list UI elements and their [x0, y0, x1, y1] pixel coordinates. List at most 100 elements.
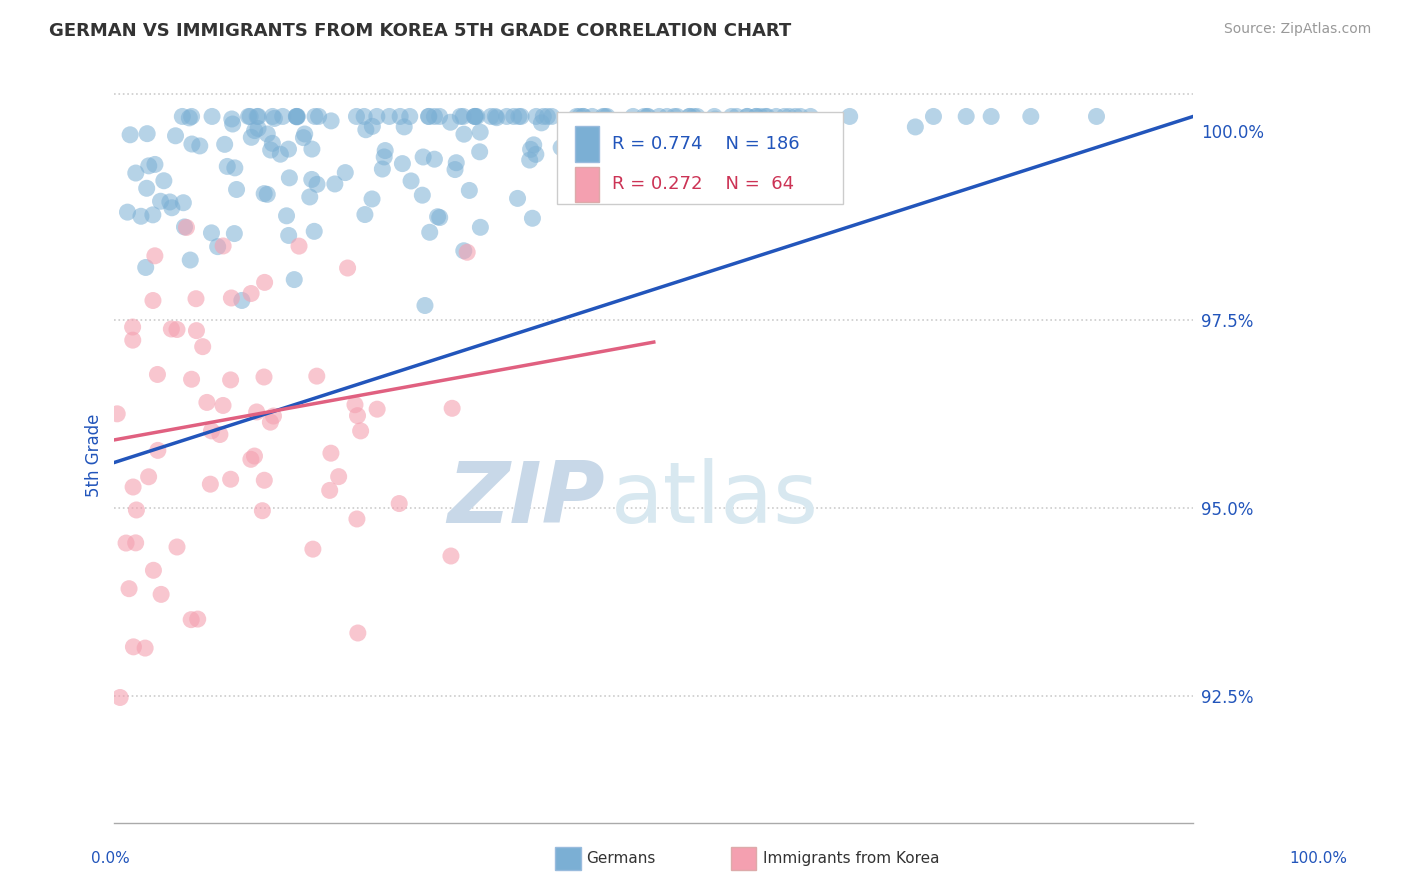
- Point: [217, 160, 239, 174]
- Point: [240, 286, 263, 301]
- Point: [172, 195, 194, 210]
- Text: atlas: atlas: [610, 458, 818, 541]
- Point: [328, 469, 350, 483]
- Point: [648, 110, 671, 124]
- Point: [550, 140, 572, 154]
- Point: [135, 260, 157, 275]
- Point: [269, 147, 291, 161]
- Point: [200, 424, 222, 438]
- Point: [508, 110, 530, 124]
- Point: [980, 110, 1002, 124]
- Point: [240, 130, 263, 145]
- Point: [153, 174, 176, 188]
- Point: [391, 156, 413, 170]
- Point: [725, 110, 748, 124]
- Point: [429, 110, 451, 124]
- Point: [922, 110, 945, 124]
- Point: [262, 110, 284, 124]
- Point: [411, 188, 433, 202]
- Point: [243, 449, 266, 463]
- Point: [165, 128, 187, 143]
- Text: 0.0%: 0.0%: [91, 851, 131, 865]
- Point: [423, 110, 446, 124]
- Point: [506, 191, 529, 205]
- Y-axis label: 5th Grade: 5th Grade: [86, 413, 103, 497]
- Point: [704, 152, 727, 166]
- Point: [142, 208, 165, 222]
- Point: [470, 125, 492, 139]
- Point: [212, 239, 235, 253]
- Point: [366, 110, 388, 124]
- Point: [285, 110, 308, 124]
- Text: 100.0%: 100.0%: [1289, 851, 1347, 865]
- Point: [200, 477, 222, 491]
- Text: Immigrants from Korea: Immigrants from Korea: [763, 851, 941, 865]
- Point: [319, 114, 342, 128]
- Point: [188, 139, 211, 153]
- Point: [122, 480, 145, 494]
- Point: [247, 121, 270, 136]
- Point: [495, 110, 517, 124]
- Point: [423, 152, 446, 166]
- Point: [166, 322, 188, 336]
- Point: [238, 110, 260, 124]
- Point: [335, 165, 357, 179]
- Point: [122, 640, 145, 654]
- Point: [305, 369, 328, 384]
- Point: [373, 150, 395, 164]
- Point: [361, 120, 384, 134]
- Point: [343, 398, 366, 412]
- Point: [285, 110, 308, 124]
- Point: [536, 110, 558, 124]
- Point: [239, 452, 262, 467]
- Point: [180, 372, 202, 386]
- Point: [208, 427, 231, 442]
- Point: [253, 473, 276, 487]
- Point: [531, 110, 554, 124]
- Point: [224, 161, 246, 175]
- Point: [755, 110, 778, 124]
- Point: [637, 110, 659, 124]
- Point: [519, 153, 541, 167]
- Point: [125, 166, 148, 180]
- Point: [723, 179, 745, 194]
- Text: R = 0.272    N =  64: R = 0.272 N = 64: [612, 176, 794, 194]
- Point: [180, 136, 202, 151]
- Point: [745, 110, 768, 124]
- Point: [138, 470, 160, 484]
- Point: [143, 157, 166, 171]
- Point: [277, 142, 299, 156]
- Point: [703, 110, 725, 124]
- Point: [465, 110, 488, 124]
- Text: R = 0.774    N = 186: R = 0.774 N = 186: [612, 135, 800, 153]
- Point: [301, 142, 323, 156]
- Point: [1085, 110, 1108, 124]
- Point: [565, 110, 588, 124]
- Point: [336, 260, 359, 275]
- Point: [253, 370, 276, 384]
- Point: [725, 153, 748, 167]
- Point: [225, 182, 247, 196]
- Text: ZIP: ZIP: [447, 458, 605, 541]
- Point: [530, 116, 553, 130]
- Point: [704, 112, 727, 126]
- Point: [655, 110, 678, 124]
- Point: [614, 117, 637, 131]
- Point: [523, 137, 546, 152]
- Point: [374, 144, 396, 158]
- Point: [124, 536, 146, 550]
- Point: [159, 194, 181, 209]
- Point: [484, 110, 506, 124]
- Point: [458, 183, 481, 197]
- Point: [464, 110, 486, 124]
- Point: [773, 110, 796, 124]
- Point: [785, 110, 807, 124]
- Point: [456, 245, 478, 260]
- Point: [259, 415, 281, 429]
- Point: [440, 549, 463, 563]
- Point: [285, 110, 308, 124]
- Point: [276, 209, 298, 223]
- Point: [120, 128, 142, 142]
- Point: [253, 186, 276, 201]
- Point: [179, 253, 201, 268]
